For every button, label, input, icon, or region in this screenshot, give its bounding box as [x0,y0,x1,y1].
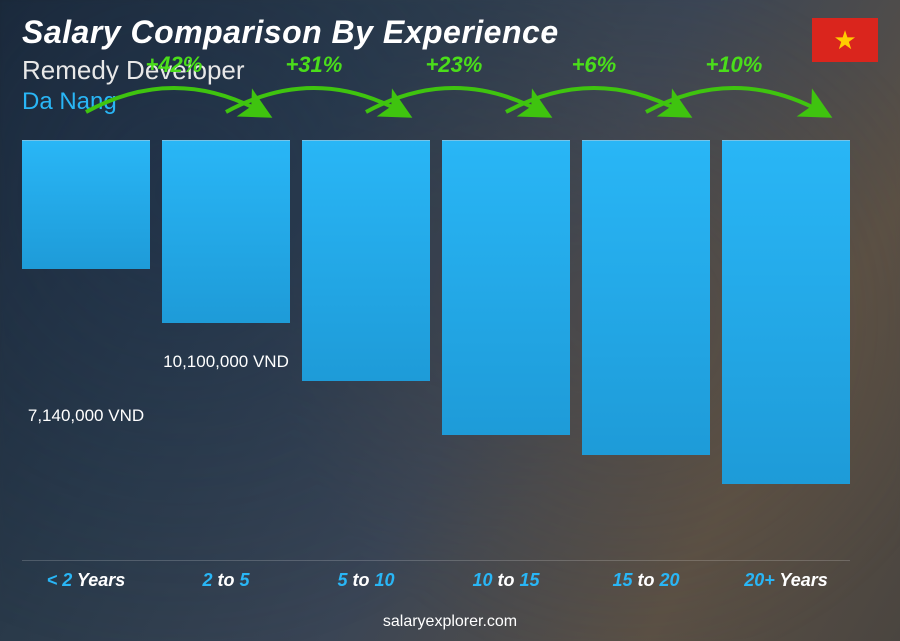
bar-value-label: 7,140,000 VND [0,406,188,426]
bar [722,140,850,484]
x-axis-label: 15 to 20 [582,570,710,591]
x-axis-label: 10 to 15 [442,570,570,591]
baseline [22,560,850,561]
header: Salary Comparison By Experience Remedy D… [22,14,878,116]
x-axis-label: < 2 Years [22,570,150,591]
bar-value-label: 10,100,000 VND [124,352,329,372]
chart-location: Da Nang [22,88,878,116]
x-axis-label: 5 to 10 [302,570,430,591]
bar-column: 16,300,000 VND [442,140,570,561]
bar [442,140,570,435]
flag-vietnam: ★ [812,18,878,62]
bar-chart: 7,140,000 VND10,100,000 VND13,300,000 VN… [22,140,850,591]
bar [582,140,710,455]
bar-column: 10,100,000 VND [162,140,290,561]
bar [302,140,430,381]
bar-column: 7,140,000 VND [22,140,150,561]
x-axis-label: 20+ Years [722,570,850,591]
star-icon: ★ [833,27,856,53]
chart-subtitle: Remedy Developer [22,55,878,86]
bar-column: 13,300,000 VND [302,140,430,561]
x-axis-label: 2 to 5 [162,570,290,591]
footer-attribution: salaryexplorer.com [0,613,900,631]
bar-column: 19,000,000 VND [722,140,850,561]
bar [22,140,150,269]
chart-title: Salary Comparison By Experience [22,14,878,51]
